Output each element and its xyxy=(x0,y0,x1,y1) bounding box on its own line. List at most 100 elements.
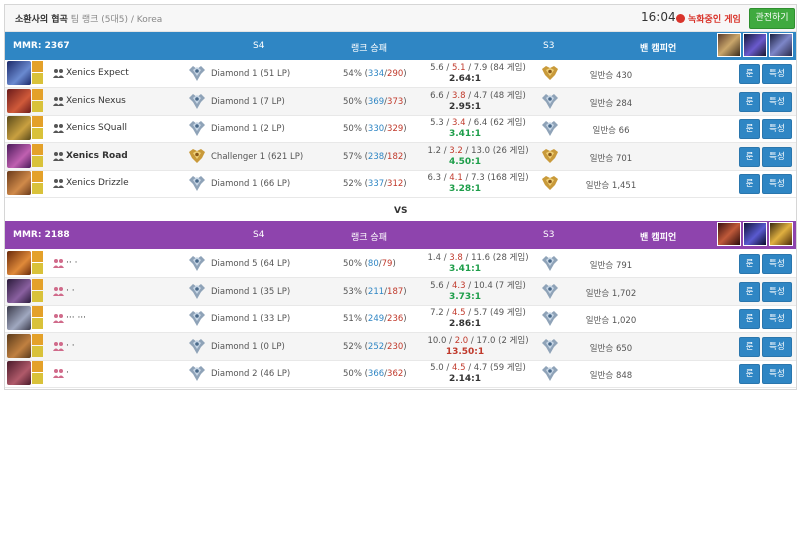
player-name[interactable]: Xenics Road xyxy=(66,150,128,161)
ban-champion-icon xyxy=(717,222,741,246)
diamond-tier-icon xyxy=(187,337,207,355)
summoner-spell-icon xyxy=(32,143,43,155)
player-name[interactable]: Xenics Nexus xyxy=(66,95,126,106)
mastery-button[interactable]: 특성 xyxy=(762,146,792,167)
champion-icon xyxy=(7,61,31,85)
player-name[interactable]: · · xyxy=(66,340,75,351)
wins: 334 xyxy=(367,69,385,79)
kda-ratio: 2.86:1 xyxy=(448,319,482,329)
champion-icon xyxy=(7,251,31,275)
normal-wins: 일반승 284 xyxy=(589,98,633,109)
champion-icon xyxy=(7,143,31,168)
player-name[interactable]: · xyxy=(66,368,69,378)
player-row: ·· · Diamond 5 (64 LP) 50% (80/79) 1.4 / 3.… xyxy=(5,250,796,278)
rank-record-column-header: 랭크 승패 xyxy=(351,233,387,243)
summoner-spell-icon xyxy=(32,263,43,274)
rune-button[interactable]: 룬 xyxy=(739,119,760,139)
diamond-season3-tier-icon xyxy=(540,364,560,382)
player-name[interactable]: · · xyxy=(66,285,75,296)
losses: 362 xyxy=(387,369,404,379)
player-name[interactable]: Xenics Expect xyxy=(66,68,129,78)
season4-tier: Diamond 1 (51 LP) xyxy=(211,69,291,79)
team-members-icon xyxy=(53,258,64,268)
season4-column-header: S4 xyxy=(253,41,265,51)
wins: 330 xyxy=(367,124,385,134)
assists-games: 17.0 (2 게임) xyxy=(476,335,529,346)
rune-button[interactable]: 룬 xyxy=(739,336,760,357)
mastery-button[interactable]: 특성 xyxy=(762,336,792,357)
kills: 10.0 xyxy=(427,335,447,346)
win-rate: 52% ( xyxy=(343,179,368,189)
wins: 249 xyxy=(367,314,385,324)
mastery-button[interactable]: 특성 xyxy=(762,364,792,384)
normal-wins: 일반승 791 xyxy=(589,261,633,271)
mastery-button[interactable]: 특성 xyxy=(762,254,792,274)
player-name[interactable]: ·· · xyxy=(66,258,78,268)
assists-games: 10.4 (7 게임) xyxy=(473,280,526,291)
ban-champion-icon xyxy=(743,222,767,246)
rune-button[interactable]: 룬 xyxy=(739,254,760,274)
player-name[interactable]: ··· ··· xyxy=(66,313,87,323)
rune-button[interactable]: 룬 xyxy=(739,91,760,112)
losses: 312 xyxy=(387,179,404,189)
kda-line: 5.0 / 4.5 / 4.7 (59 게임) xyxy=(430,363,526,373)
team-mmr: MMR: 2367 xyxy=(13,41,70,51)
summoner-spell-icon xyxy=(32,318,43,329)
team-members-icon xyxy=(53,96,64,106)
purple-team-header: MMR: 2188 S4 랭크 승패 S3 밴 캠피언 xyxy=(5,221,796,249)
champion-icon xyxy=(7,116,31,140)
assists-games: 5.7 (49 게임) xyxy=(473,308,526,318)
rune-button[interactable]: 룬 xyxy=(739,281,760,302)
mastery-button[interactable]: 특성 xyxy=(762,174,792,194)
champion-icon xyxy=(7,171,31,195)
mastery-button[interactable]: 특성 xyxy=(762,91,792,112)
season3-column-header: S3 xyxy=(543,41,555,51)
season4-tier: Diamond 2 (46 LP) xyxy=(211,369,291,379)
gold-season3-tier-icon xyxy=(540,174,560,192)
summoner-spell-icon xyxy=(32,278,43,290)
summoner-spell-icon xyxy=(32,290,43,302)
losses: 329 xyxy=(387,124,404,134)
mastery-button[interactable]: 특성 xyxy=(762,281,792,302)
player-row: Xenics Nexus Diamond 1 (7 LP) 50% (369/373… xyxy=(5,87,796,116)
diamond-season3-tier-icon xyxy=(540,337,560,355)
assists-games: 7.9 (84 게임) xyxy=(473,63,526,73)
diamond-tier-icon xyxy=(187,92,207,110)
mastery-button[interactable]: 특성 xyxy=(762,64,792,84)
rune-button[interactable]: 룬 xyxy=(739,364,760,384)
kills: 5.6 xyxy=(430,63,444,73)
team-members-icon xyxy=(53,178,64,188)
kda-line: 1.4 / 3.8 / 11.6 (28 게임) xyxy=(427,253,529,263)
assists-games: 6.4 (62 게임) xyxy=(473,118,526,128)
team-members-icon xyxy=(53,151,64,161)
player-name[interactable]: Xenics Drizzle xyxy=(66,178,129,188)
normal-wins: 일반승 1,451 xyxy=(585,181,637,191)
season4-tier: Diamond 1 (33 LP) xyxy=(211,314,291,324)
player-row: · · Diamond 1 (35 LP) 53% (211/187) 5.6 / 4… xyxy=(5,277,796,306)
assists-games: 11.6 (28 게임) xyxy=(471,253,529,263)
diamond-season3-tier-icon xyxy=(540,282,560,300)
mastery-button[interactable]: 특성 xyxy=(762,309,792,329)
player-name[interactable]: Xenics SQuall xyxy=(66,123,128,133)
mastery-button[interactable]: 특성 xyxy=(762,119,792,139)
rune-button[interactable]: 룬 xyxy=(739,309,760,329)
season4-tier: Diamond 1 (2 LP) xyxy=(211,124,285,134)
rune-button[interactable]: 룬 xyxy=(739,174,760,194)
diamond-tier-icon xyxy=(187,174,207,192)
summoner-spell-icon xyxy=(32,88,43,100)
win-rate: 50% ( xyxy=(343,259,368,269)
spectate-button[interactable]: 관전하기 xyxy=(749,8,795,29)
wins: 366 xyxy=(367,369,385,379)
diamond-season3-tier-icon xyxy=(540,119,560,137)
season3-column-header: S3 xyxy=(543,230,555,240)
rune-button[interactable]: 룬 xyxy=(739,64,760,84)
normal-wins: 일반승 1,702 xyxy=(585,288,637,299)
wins: 369 xyxy=(367,96,385,107)
rank-record: 50% (80/79) xyxy=(343,259,396,269)
team-members-icon xyxy=(53,368,64,378)
normal-wins: 일반승 650 xyxy=(589,343,633,354)
diamond-season3-tier-icon xyxy=(540,92,560,110)
win-rate: 51% ( xyxy=(343,314,368,324)
rune-button[interactable]: 룬 xyxy=(739,146,760,167)
game-header: 소환사의 협곡 팀 랭크 (5대5) / Korea 16:04 녹화중인 게임… xyxy=(5,5,796,32)
